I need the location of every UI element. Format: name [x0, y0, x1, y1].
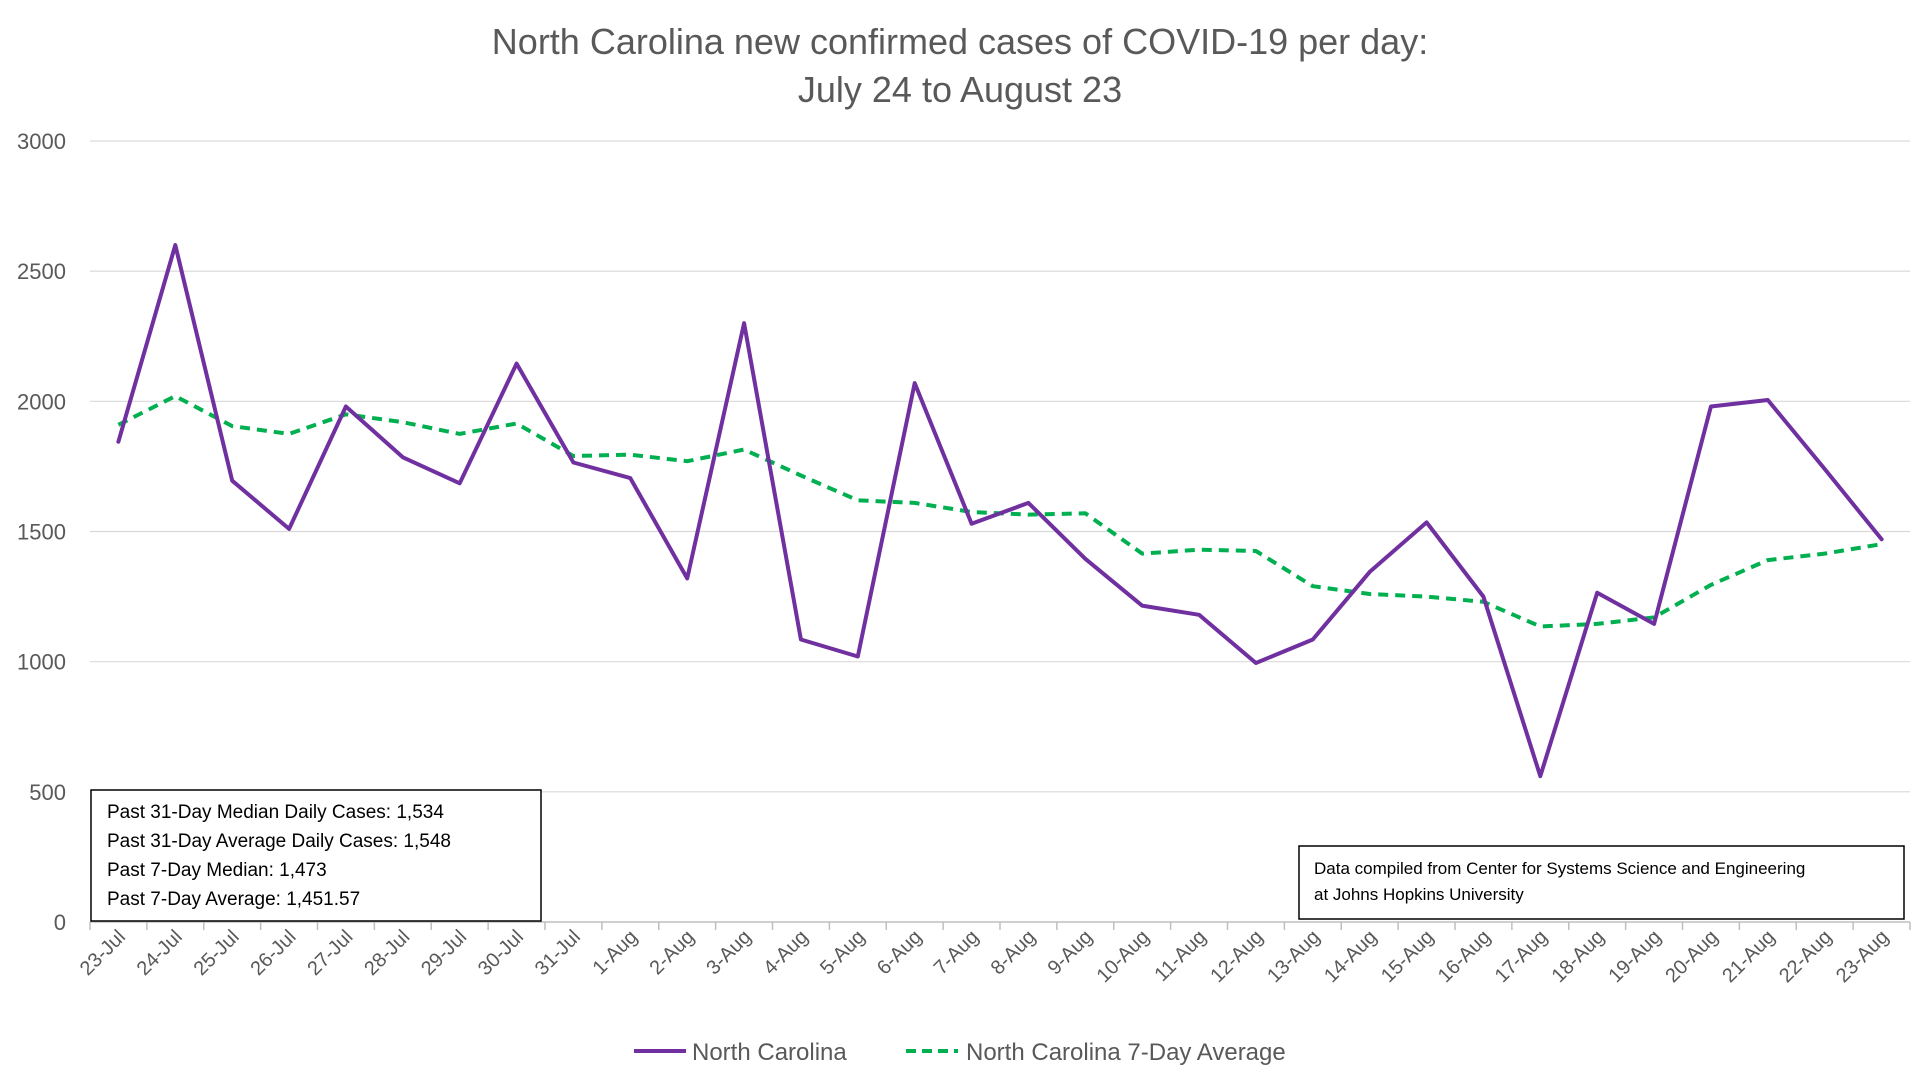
x-tick-label: 26-Jul: [247, 926, 301, 980]
series-line-north-carolina: [116, 243, 1884, 779]
x-tick-label: 17-Aug: [1491, 926, 1552, 987]
x-tick-label: 12-Aug: [1206, 926, 1267, 987]
x-tick-label: 23-Aug: [1832, 926, 1893, 987]
stats-box-frame: [90, 789, 542, 922]
x-axis-ticks: 23-Jul 24-Jul 25-Jul 26-Jul 27-Jul 28-Jul 29-J…: [76, 926, 1893, 987]
x-tick-label: 13-Aug: [1263, 926, 1324, 987]
x-tick-label: 14-Aug: [1320, 926, 1381, 987]
y-tick-label: 2000: [17, 389, 66, 414]
x-tick-label: 30-Jul: [474, 926, 528, 980]
x-tick-label: 21-Aug: [1718, 926, 1779, 987]
x-tick-label: 24-Jul: [133, 926, 187, 980]
x-tick-label: 7-Aug: [930, 926, 983, 979]
stats-box: Past 31-Day Median Daily Cases: 1,534 Pa…: [90, 789, 542, 922]
y-tick-label: 500: [29, 780, 66, 805]
x-tick-label: 9-Aug: [1044, 926, 1097, 979]
source-box: Data compiled from Center for Systems Sc…: [1298, 845, 1905, 920]
x-tick-label: 31-Jul: [531, 926, 585, 980]
x-tick-label: 5-Aug: [816, 926, 869, 979]
stats-line-1: Past 31-Day Median Daily Cases: 1,534: [107, 802, 444, 823]
source-box-frame: [1298, 845, 1905, 920]
legend-label-7-day-average: North Carolina 7-Day Average: [966, 1039, 1286, 1066]
x-axis: [89, 921, 1911, 930]
chart-title-line-2: July 24 to August 23: [798, 69, 1122, 110]
y-tick-label: 3000: [17, 129, 66, 154]
y-tick-label: 1000: [17, 650, 66, 675]
x-tick-label: 25-Jul: [190, 926, 244, 980]
x-tick-label: 19-Aug: [1604, 926, 1665, 987]
x-tick-label: 20-Aug: [1661, 926, 1722, 987]
x-tick-label: 6-Aug: [873, 926, 926, 979]
x-tick-label: 2-Aug: [645, 926, 698, 979]
stats-line-4: Past 7-Day Average: 1,451.57: [107, 889, 360, 910]
stats-line-2: Past 31-Day Average Daily Cases: 1,548: [107, 831, 451, 852]
x-tick-label: 27-Jul: [303, 926, 357, 980]
stats-line-3: Past 7-Day Median: 1,473: [107, 860, 327, 881]
x-tick-label: 28-Jul: [360, 926, 414, 980]
y-tick-label: 2500: [17, 259, 66, 284]
x-tick-label: 22-Aug: [1775, 926, 1836, 987]
x-tick-label: 29-Jul: [417, 926, 471, 980]
x-tick-label: 3-Aug: [702, 926, 755, 979]
legend-label-north-carolina: North Carolina: [692, 1039, 847, 1066]
x-tick-label: 1-Aug: [589, 926, 642, 979]
x-tick-label: 18-Aug: [1548, 926, 1609, 987]
source-line-2: at Johns Hopkins University: [1314, 885, 1524, 904]
x-tick-label: 23-Jul: [76, 926, 130, 980]
x-tick-label: 4-Aug: [759, 926, 812, 979]
gridlines: [90, 140, 1910, 793]
chart-title-line-1: North Carolina new confirmed cases of CO…: [492, 21, 1428, 62]
legend: North Carolina North Carolina 7-Day Aver…: [634, 1039, 1286, 1066]
x-tick-label: 16-Aug: [1434, 926, 1495, 987]
y-axis-ticks: 0 500 1000 1500 2000 2500 3000: [17, 129, 66, 935]
x-tick-label: 11-Aug: [1150, 926, 1210, 986]
y-tick-label: 0: [54, 910, 66, 935]
source-line-1: Data compiled from Center for Systems Sc…: [1314, 859, 1805, 878]
series-lines: [116, 243, 1884, 779]
y-tick-label: 1500: [17, 520, 66, 545]
x-tick-label: 15-Aug: [1377, 926, 1438, 987]
x-tick-label: 8-Aug: [987, 926, 1040, 979]
x-tick-label: 10-Aug: [1093, 926, 1154, 987]
